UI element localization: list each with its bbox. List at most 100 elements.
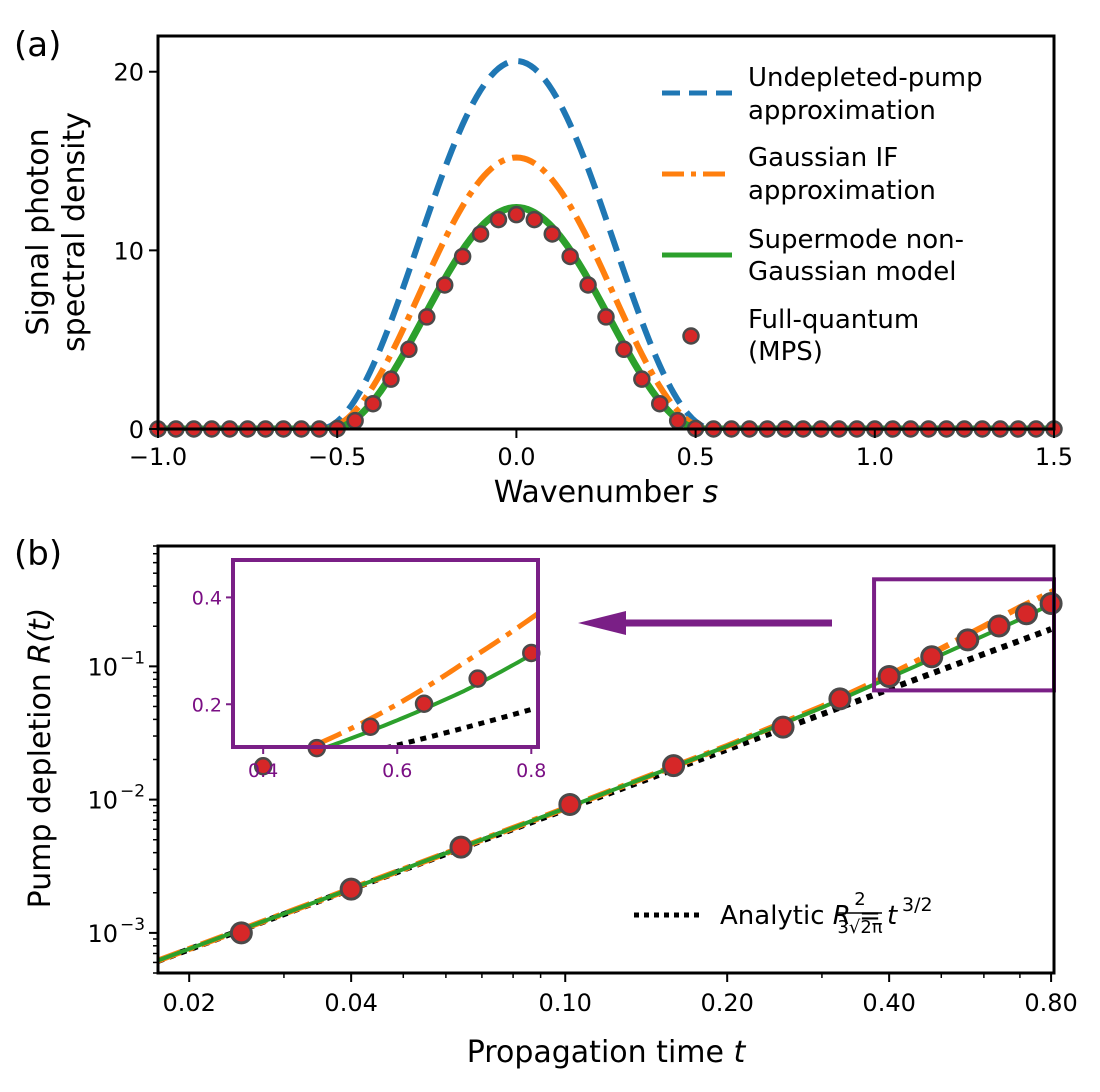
inset-mps-point	[414, 694, 434, 713]
mps-point	[662, 754, 686, 778]
mps-point	[771, 715, 795, 739]
mps-point	[558, 792, 582, 816]
mps-point	[543, 225, 561, 243]
zoom-arrow	[578, 611, 832, 635]
mps-point	[489, 210, 508, 229]
inset-background	[233, 560, 538, 747]
zoom-arrow-head	[578, 611, 626, 635]
panel-a-y-ticks: 0 10 20	[113, 59, 158, 444]
mps-point	[449, 835, 473, 859]
mps-point	[615, 340, 633, 359]
mps-point	[229, 921, 253, 945]
legend-supermode-line1: Supermode non-	[748, 225, 964, 255]
x-tick-label: 1.5	[1035, 443, 1073, 471]
mps-point	[346, 411, 364, 430]
panel-a-xlabel: Wavenumber s	[494, 475, 719, 510]
legend-analytic-prefix: Analytic R =	[720, 901, 881, 931]
inset-x-tick-label: 0.6	[382, 760, 412, 782]
mps-point	[418, 308, 436, 326]
mps-point	[400, 340, 418, 359]
panel-b-label: (b)	[14, 534, 62, 574]
mps-point	[471, 225, 490, 243]
legend-analytic-frac-num: 2	[854, 889, 865, 910]
inset-y-ticks: 0.2 0.4	[192, 587, 233, 716]
y-tick-label: 10	[87, 787, 118, 815]
panel-b-points	[229, 592, 1063, 945]
mps-point	[987, 614, 1011, 638]
y-tick-label: 10	[113, 237, 144, 265]
mps-point	[339, 877, 363, 901]
mps-point	[579, 276, 597, 294]
mps-point	[525, 210, 544, 229]
y-tick-exponent: −3	[120, 915, 145, 935]
legend-analytic-frac-den: 3√2π	[837, 917, 882, 938]
legend-mps-line2: (MPS)	[748, 337, 823, 367]
mps-point	[453, 247, 472, 266]
legend-analytic-t: t	[887, 901, 898, 931]
mps-point	[1039, 592, 1063, 616]
y-tick-label: 10	[87, 653, 118, 681]
x-tick-label: 0.04	[324, 989, 377, 1017]
mps-point	[561, 247, 579, 266]
panel-b-y-ticks: 10−310−210−1	[87, 545, 158, 974]
panel-a: (a) −1.0 −0.5 0.0 0.5 1.0 1.5 0 10 20 Wavenumbe…	[14, 25, 1073, 510]
inset-points	[253, 643, 541, 776]
mps-point	[651, 394, 669, 413]
inset-frame	[231, 558, 540, 749]
x-tick-label: 0.5	[677, 443, 715, 471]
inset-y-tick-label: 0.4	[192, 587, 222, 609]
mps-point	[507, 205, 526, 224]
mps-point	[956, 628, 980, 652]
mps-point	[828, 687, 852, 711]
panel-a-ylabel-line1: Signal photon	[21, 128, 56, 335]
inset-curves	[303, 611, 538, 747]
x-tick-label: −0.5	[308, 443, 366, 471]
x-tick-label: 0.10	[539, 989, 592, 1017]
panel-b: (b) 0.02 0.04 0.10 0.20 0.40 0.80 10 −310 −210−…	[14, 534, 1078, 1070]
legend-gaussian-if-line1: Gaussian IF	[748, 143, 898, 173]
x-tick-label: 1.0	[856, 443, 894, 471]
y-tick-label: 0	[129, 416, 144, 444]
legend-undepleted-line1: Undepleted-pump	[748, 63, 983, 93]
mps-point	[633, 370, 651, 388]
inset-plot: 0.4 0.6 0.8 0.2 0.4	[192, 558, 546, 782]
y-tick-label: 20	[113, 59, 144, 87]
legend-mps-line1: Full-quantum	[748, 305, 919, 335]
panel-b-ylabel: Pump depletion R(t)	[23, 608, 58, 909]
y-tick-label: 10	[87, 920, 118, 948]
panel-b-legend: Analytic R = 2 3√2π t 3/2	[634, 889, 933, 938]
inset-mps-point	[468, 669, 487, 688]
mps-point	[877, 664, 901, 688]
panel-b-x-ticks: 0.02 0.04 0.10 0.20 0.40 0.80	[162, 973, 1078, 1017]
x-tick-label: 0.40	[862, 989, 915, 1017]
legend-mps-marker	[682, 327, 700, 345]
inset-mps-point	[361, 717, 380, 736]
inset-x-tick-label: 0.8	[516, 760, 546, 782]
inset-series-supermode	[320, 649, 538, 747]
x-tick-label: −1.0	[129, 443, 187, 471]
mps-point	[668, 411, 687, 430]
mps-point	[597, 308, 615, 326]
inset-series-gaussian-if	[303, 611, 538, 747]
x-tick-label: 0.0	[497, 443, 535, 471]
inset-mps-point	[253, 756, 273, 776]
panel-a-label: (a)	[14, 25, 61, 65]
y-tick-exponent: −2	[120, 782, 145, 802]
mps-point	[382, 370, 400, 388]
legend-supermode-line2: Gaussian model	[748, 257, 957, 287]
x-tick-label: 0.20	[700, 989, 753, 1017]
panel-b-xlabel: Propagation time t	[467, 1035, 747, 1070]
mps-point	[364, 394, 382, 413]
inset-x-tick-label: 0.4	[248, 760, 278, 782]
legend-gaussian-if-line2: approximation	[748, 176, 936, 206]
legend-undepleted-line2: approximation	[748, 96, 936, 126]
panel-a-ylabel-line2: spectral density	[57, 112, 92, 352]
panel-a-frame	[156, 34, 1056, 431]
legend-analytic-exponent: 3/2	[902, 894, 933, 916]
panel-a-x-ticks: −1.0 −0.5 0.0 0.5 1.0 1.5	[129, 429, 1073, 471]
x-tick-label: 0.80	[1024, 989, 1077, 1017]
mps-point	[1014, 602, 1038, 626]
x-tick-label: 0.02	[162, 989, 215, 1017]
mps-point	[920, 645, 944, 669]
